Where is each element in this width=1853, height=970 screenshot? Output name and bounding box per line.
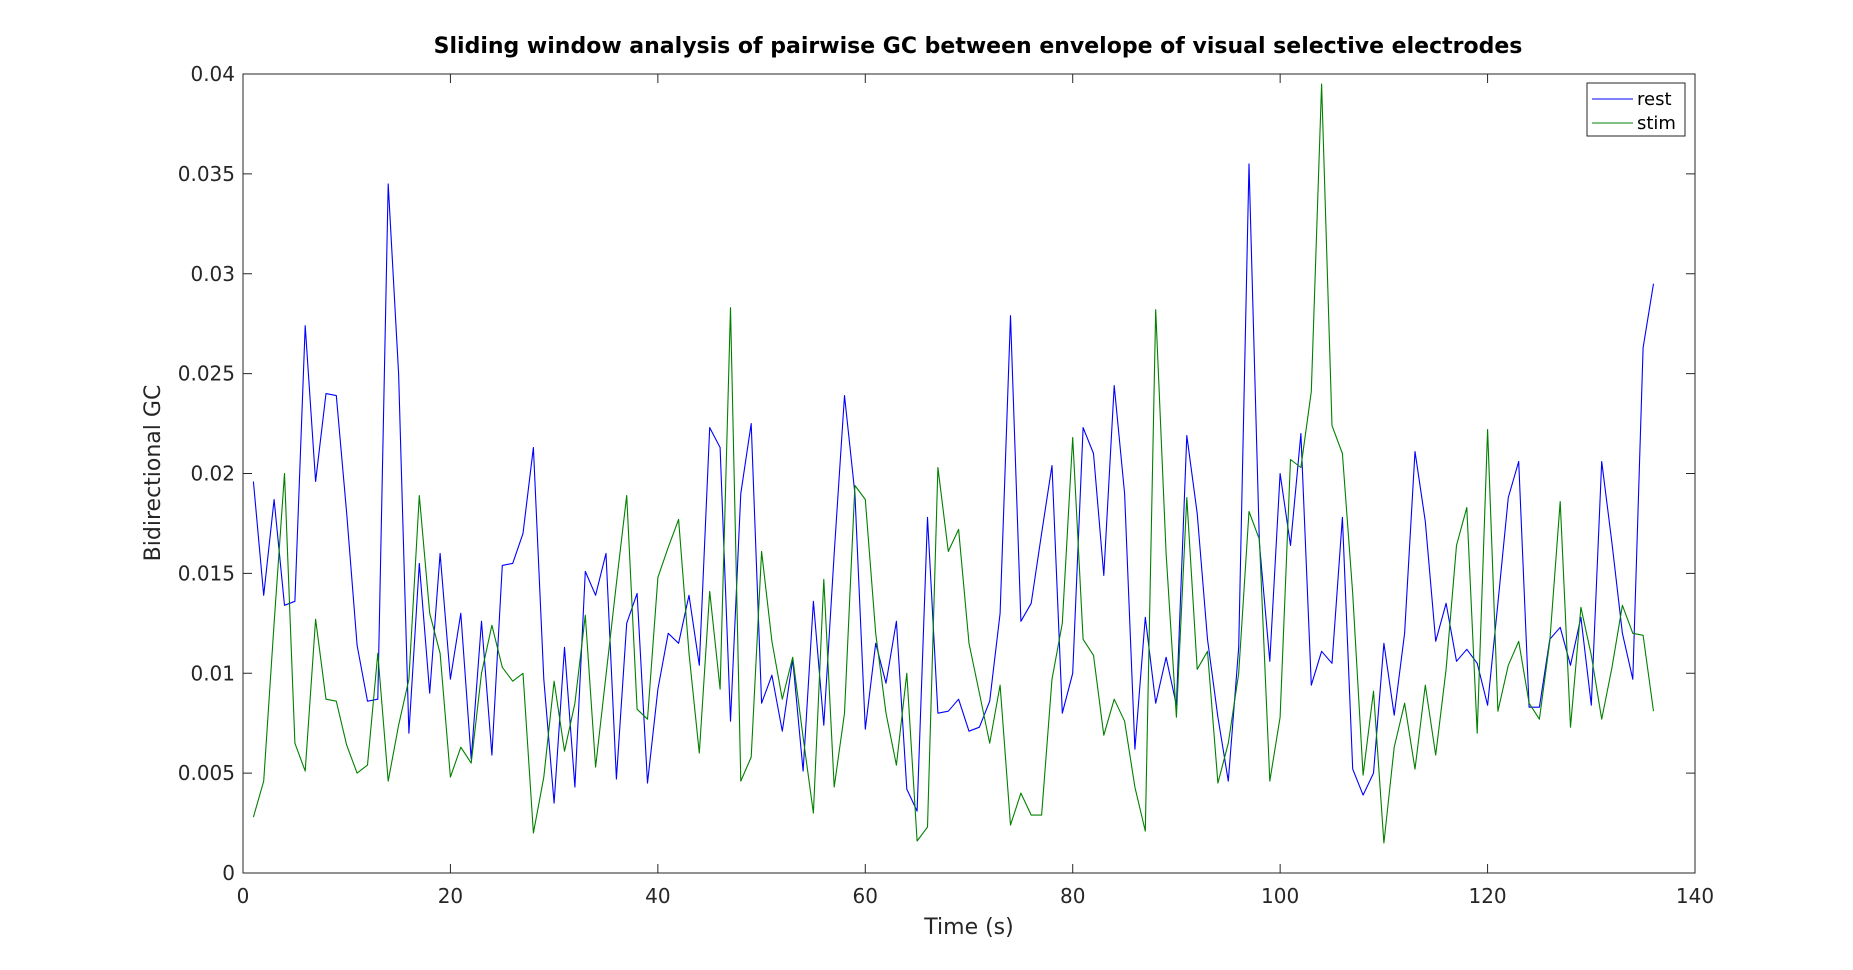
- legend: rest stim: [1586, 82, 1686, 137]
- y-tick-label: 0: [222, 861, 235, 885]
- series-layer: [252, 83, 1655, 844]
- x-tick-label: 120: [1468, 884, 1506, 908]
- y-tick-label: 0.035: [178, 162, 235, 186]
- x-tick-label: 60: [853, 884, 878, 908]
- x-tick-label: 80: [1060, 884, 1085, 908]
- y-tick-label: 0.015: [178, 561, 235, 585]
- y-axis-label: Bidirectional GC: [141, 385, 166, 562]
- y-tick-label: 0.03: [190, 262, 235, 286]
- legend-label-stim: stim: [1637, 113, 1676, 134]
- x-tick-label: 20: [438, 884, 463, 908]
- plot-area: [243, 74, 1695, 873]
- legend-label-rest: rest: [1637, 89, 1672, 110]
- series-line-stim: [252, 83, 1655, 844]
- legend-box: [1586, 82, 1686, 137]
- series-line-rest: [252, 163, 1655, 812]
- x-tick-label: 0: [237, 884, 250, 908]
- x-axis-label: Time (s): [923, 915, 1013, 940]
- x-tick-label: 140: [1676, 884, 1714, 908]
- y-tick-label: 0.04: [190, 62, 235, 86]
- x-tick-label: 100: [1261, 884, 1299, 908]
- y-tick-label: 0.025: [178, 362, 235, 386]
- chart-title: Sliding window analysis of pairwise GC b…: [434, 34, 1523, 59]
- y-tick-label: 0.005: [178, 761, 235, 785]
- ticks-layer: 0 20 40 60 80 100 120 140 0 0.005 0.01 0.015 0.02 0.0…: [178, 62, 1714, 908]
- y-tick-label: 0.01: [190, 661, 235, 685]
- x-tick-label: 40: [645, 884, 670, 908]
- y-tick-label: 0.02: [190, 462, 235, 486]
